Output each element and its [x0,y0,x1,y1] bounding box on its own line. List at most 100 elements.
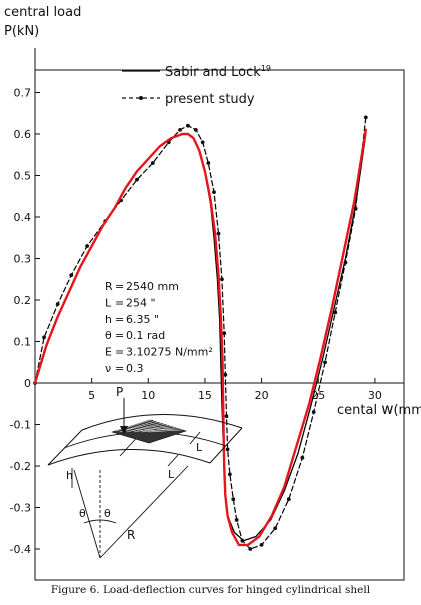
param-equals: = [115,362,124,375]
param-symbol: ν [105,362,111,375]
data-point [150,161,155,165]
data-point [273,526,278,531]
load-arrowhead [120,426,128,434]
label-l-lower: L [168,468,175,481]
param-symbol: E [105,346,112,359]
y-tick-label: -0.1 [10,419,31,432]
y-tick-label: 0.7 [14,87,32,100]
plot-frame [34,69,405,581]
data-point [234,518,239,522]
label-p: P [116,385,123,399]
x-tick-label: 15 [198,389,212,402]
data-point [85,244,90,248]
param-value: 254 " [126,296,156,309]
x-axis-variable: w [381,400,393,418]
data-point [300,455,305,460]
param-value: 3.10275 N/mm² [126,346,213,359]
data-point [220,277,224,282]
x-tick-label: 5 [88,389,95,402]
data-point [216,231,221,236]
y-axis-title: central load [4,5,81,20]
data-point [333,310,338,315]
param-equals: = [115,329,124,342]
shell-inset-diagram: P L Lh Rθ θ [47,385,243,559]
shell-front-edge [47,449,211,466]
shell-right-edge [209,427,243,464]
label-theta-right: θ [104,507,111,520]
hatch-line [141,427,175,433]
y-tick-label: -0.4 [10,543,31,556]
hatch-line [130,424,165,432]
dimension-l2 [167,454,179,467]
param-value: 0.3 [126,362,144,375]
param-equals: = [115,280,124,293]
param-symbol: θ [105,329,112,342]
legend-label-sabir-and-lock: Sabir and Lock19 [165,64,271,80]
series-red-overlay [33,128,367,547]
legend-label-present-study: present study [165,92,255,107]
hatch-line [148,429,182,433]
data-point [186,123,190,128]
param-symbol: L [105,296,112,309]
shell-back-edge [81,414,243,431]
y-tick-label: 0 [24,377,31,390]
legend-marker [139,96,143,100]
param-symbol: h [105,313,112,326]
param-equals: = [115,296,124,309]
y-tick-label: 0.3 [14,253,32,266]
data-point [323,360,327,365]
x-tick-label: 20 [255,389,269,402]
data-point [231,497,236,502]
y-tick-label: -0.2 [10,460,31,473]
data-point [286,497,291,502]
data-point [135,177,139,182]
y-axis-unit: P(kN) [4,24,39,39]
label-l-upper: L [196,441,203,454]
x-axis-title-word: cental [337,403,381,418]
data-point [222,331,227,336]
radius-line-left [73,469,101,559]
data-point [240,538,245,543]
data-point [193,127,198,132]
theta-arc [83,519,117,524]
data-point [227,472,232,477]
figure-caption: Figure 6. Load-deflection curves for hin… [50,584,371,596]
y-tick-label: 0.4 [14,211,32,224]
y-tick-label: 0.6 [14,128,32,141]
x-tick-label: 30 [368,389,382,402]
data-point [259,542,264,547]
param-value: 6.35 " [126,313,159,326]
param-equals: = [115,313,124,326]
series-sabir-and-lock [34,133,367,542]
y-tick-label: 0.1 [14,336,32,349]
y-tick-label: 0.2 [14,294,32,307]
x-axis-title: cental w(mm) [337,400,421,418]
param-equals: = [115,346,124,359]
hatch-line [123,421,158,432]
label-h: h [66,469,73,482]
data-point [178,127,182,132]
data-point [248,547,253,551]
label-theta-left: θ [79,507,86,520]
hatch-line [137,426,172,432]
data-point [69,273,74,277]
data-point [225,447,230,452]
legend: Sabir and Lock19 present study [122,64,271,107]
hatch-line [144,428,179,432]
y-tick-label: 0.5 [14,170,32,183]
data-point [200,140,205,145]
data-point [353,206,358,211]
data-point [363,115,368,120]
radius-line-right [99,465,189,559]
data-point [206,161,211,165]
legend-reference-superscript: 19 [261,64,271,73]
param-value: 2540 mm [126,280,179,293]
param-symbol: R [105,280,113,293]
data-point [42,335,46,340]
x-axis-unit: (mm) [393,403,421,418]
data-point [224,414,229,419]
label-r: R [127,528,135,542]
